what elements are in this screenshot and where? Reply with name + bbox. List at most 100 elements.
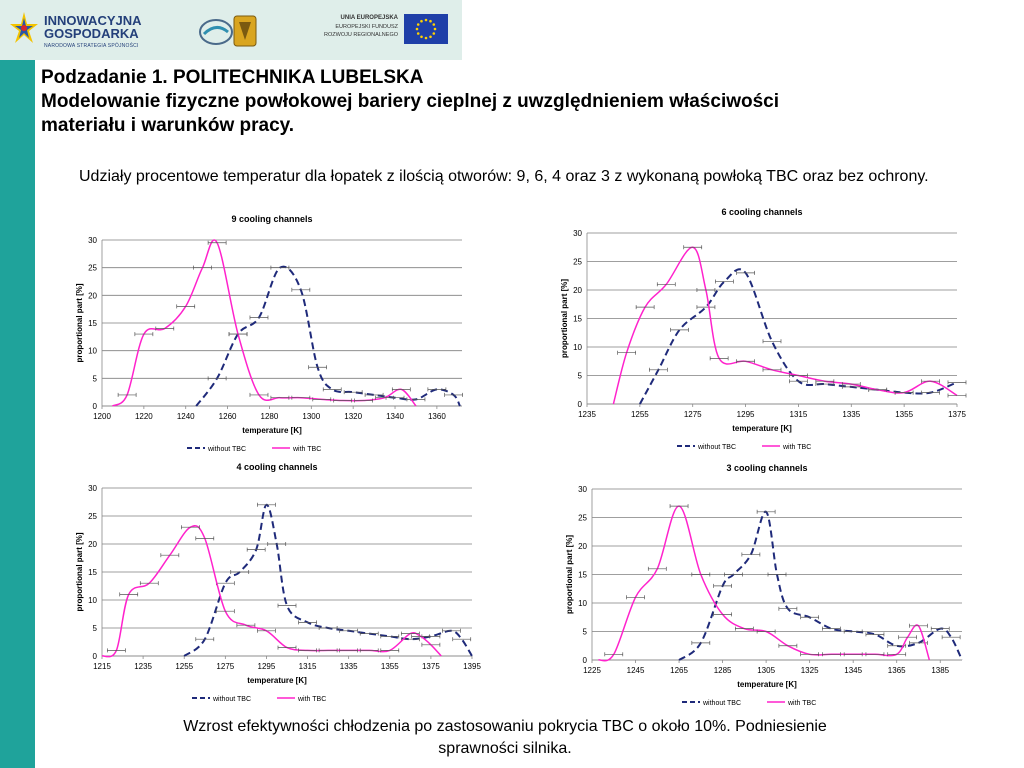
title-line-1: Podzadanie 1. POLITECHNIKA LUBELSKA — [41, 67, 424, 88]
x-tick-label: 1300 — [302, 412, 320, 421]
error-bar — [339, 648, 359, 653]
eu-star-icon — [416, 23, 420, 26]
error-bar — [134, 332, 154, 337]
error-bar — [841, 382, 861, 387]
eu-star-icon — [424, 18, 428, 22]
error-bar — [277, 645, 297, 650]
legend-label: without TBC — [697, 444, 736, 451]
error-bar — [155, 326, 175, 331]
legend-label: without TBC — [207, 446, 246, 453]
y-tick-label: 20 — [88, 291, 97, 300]
error-bar — [380, 648, 400, 653]
star-icon — [10, 12, 38, 43]
chart-6-cooling-channels: 0 5 10 15 20 25 30 1235 1255 1275 1295 1315 1335 1355… — [560, 207, 967, 451]
error-bar — [691, 572, 711, 577]
y-tick-label: 10 — [578, 599, 587, 608]
y-tick-label: 5 — [93, 624, 98, 633]
x-tick-label: 1235 — [134, 662, 152, 671]
error-bar — [359, 631, 379, 636]
y-tick-label: 30 — [573, 229, 582, 238]
x-tick-label: 1265 — [670, 666, 688, 675]
x-tick-label: 1235 — [578, 410, 596, 419]
error-bar — [947, 380, 967, 385]
title-line-3: materiału i warunków pracy. — [41, 115, 295, 136]
error-bar — [921, 379, 940, 384]
y-tick-label: 0 — [93, 402, 98, 411]
x-axis-label: temperature [K] — [242, 426, 302, 435]
legend-label: with TBC — [782, 444, 811, 451]
error-bar — [762, 339, 782, 344]
legend-label: without TBC — [702, 700, 741, 707]
header-logo-band: INNOWACYJNA GOSPODARKA NARODOWA STRATEGI… — [0, 0, 462, 60]
error-bar — [270, 395, 290, 400]
error-bar — [308, 365, 327, 370]
y-axis-label: proportional part [%] — [565, 535, 574, 614]
eu-star-icon — [420, 19, 423, 23]
chart-4-cooling-channels: 0 5 10 15 20 25 30 1215 1235 1255 1275 1295 1315 1335… — [75, 462, 481, 703]
eu-star-icon — [415, 27, 419, 31]
error-bar — [887, 652, 907, 657]
x-axis-label: temperature [K] — [247, 676, 307, 685]
eu-text-line1: UNIA EUROPEJSKA — [340, 15, 398, 21]
y-axis-label: proportional part [%] — [75, 532, 84, 611]
eu-star-icon — [429, 35, 432, 39]
teal-side-bar — [0, 0, 35, 768]
y-tick-label: 10 — [573, 343, 582, 352]
error-bar — [815, 379, 835, 384]
series-line-with-tbc — [612, 246, 958, 405]
error-bar — [767, 572, 787, 577]
error-bar — [298, 620, 317, 625]
error-bar — [270, 265, 290, 270]
error-bar — [119, 592, 139, 597]
error-bar — [359, 648, 379, 653]
error-bar — [822, 652, 841, 657]
legend-label: without TBC — [212, 696, 251, 703]
eu-text-line3: ROZWOJU REGIONALNEGO — [324, 32, 398, 38]
conclusion-line-1: Wzrost efektywności chłodzenia po zastos… — [183, 718, 827, 735]
error-bar — [322, 387, 342, 392]
x-tick-label: 1280 — [261, 412, 279, 421]
y-tick-label: 25 — [578, 514, 587, 523]
error-bar — [865, 652, 885, 657]
eu-star-icon — [420, 35, 423, 39]
error-bar — [160, 553, 180, 558]
error-bar — [318, 648, 338, 653]
error-bar — [800, 652, 819, 657]
error-bar — [741, 552, 761, 557]
error-bar — [195, 536, 215, 541]
eu-star-icon — [429, 19, 432, 23]
error-bar — [778, 643, 798, 648]
y-tick-label: 15 — [88, 568, 97, 577]
error-bar — [843, 629, 863, 634]
error-bar — [800, 615, 819, 620]
error-bar — [318, 626, 338, 630]
error-bar — [406, 397, 426, 402]
x-tick-label: 1335 — [842, 410, 860, 419]
error-bar — [228, 332, 248, 337]
x-tick-label: 1385 — [931, 666, 949, 675]
eu-star-icon — [432, 32, 436, 35]
error-bar — [930, 626, 950, 631]
error-bar — [230, 570, 250, 574]
error-bar — [257, 628, 276, 633]
error-bar — [696, 305, 716, 310]
x-tick-label: 1355 — [895, 410, 913, 419]
error-bar — [691, 640, 711, 645]
x-tick-label: 1355 — [381, 662, 399, 671]
x-tick-label: 1200 — [93, 412, 111, 421]
y-tick-label: 5 — [578, 372, 583, 381]
y-tick-label: 30 — [88, 236, 97, 245]
x-tick-label: 1245 — [627, 666, 645, 675]
series-line-without-tbc — [639, 268, 958, 405]
error-bar — [604, 652, 624, 657]
x-tick-label: 1275 — [216, 662, 234, 671]
x-tick-label: 1220 — [135, 412, 153, 421]
error-bar — [947, 393, 967, 398]
y-tick-label: 20 — [578, 542, 587, 551]
error-bar — [421, 642, 441, 647]
y-tick-label: 5 — [583, 628, 588, 637]
series-line-without-tbc — [195, 265, 461, 407]
eu-star-icon — [416, 32, 420, 35]
innowacyjna-gospodarka-logo: INNOWACYJNA GOSPODARKA NARODOWA STRATEGI… — [6, 6, 156, 54]
eu-fund-logo: UNIA EUROPEJSKA EUROPEJSKI FUNDUSZ ROZWO… — [322, 14, 448, 46]
